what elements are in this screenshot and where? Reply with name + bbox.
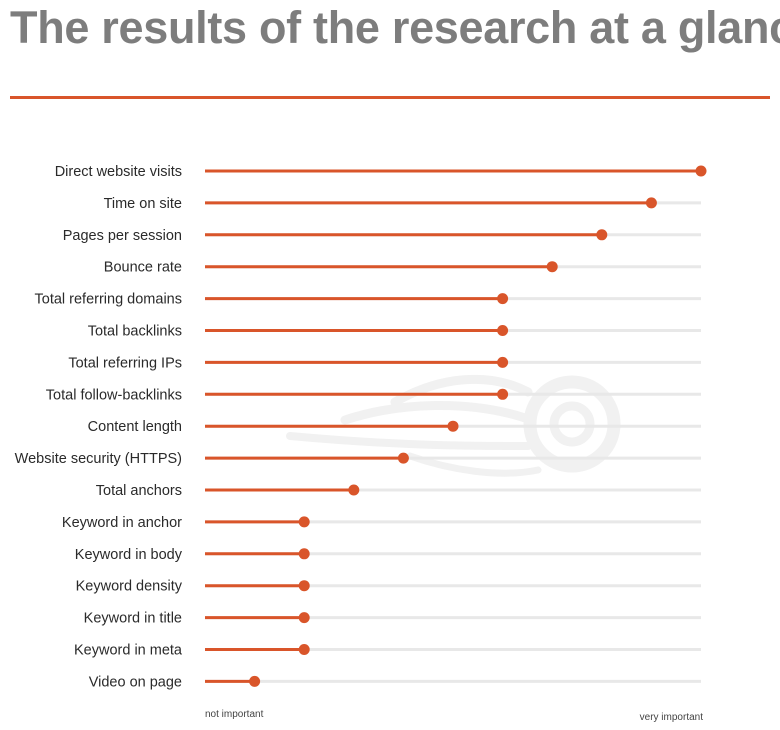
title-divider [10,96,770,99]
value-point [348,484,360,496]
axis-max-label: very important [640,712,704,723]
category-label: Total referring domains [35,292,183,308]
value-point [298,644,310,655]
page-title: The results of the research at a glance [10,2,780,53]
category-label: Total anchors [96,483,182,499]
value-point [298,548,310,560]
category-label: Website security (HTTPS) [15,451,182,467]
category-label: Video on page [89,674,182,690]
value-point [497,325,509,336]
category-label: Time on site [104,196,182,212]
category-label: Bounce rate [104,260,182,276]
value-point [298,516,310,528]
category-label: Keyword density [76,579,183,595]
category-label: Content length [88,419,182,435]
value-point [497,293,509,305]
value-point [497,356,509,368]
value-point [695,165,707,177]
axis-min-label: not important [205,709,264,720]
value-point [249,675,261,687]
value-point [397,452,409,464]
category-label: Keyword in meta [74,643,183,659]
value-point [645,197,657,209]
category-label: Keyword in title [84,611,182,627]
value-point [596,229,608,241]
category-label: Keyword in body [75,547,183,563]
chart-rows: Direct website visits Time on site Pages p… [15,164,707,690]
watermark-logo-icon [286,374,621,477]
category-label: Total referring IPs [68,355,182,371]
category-label: Pages per session [63,228,182,244]
value-point [546,261,558,273]
value-point [447,420,459,432]
category-label: Total backlinks [88,324,182,340]
value-point [497,388,509,400]
category-label: Total follow-backlinks [46,387,182,403]
value-point [298,612,310,624]
category-label: Direct website visits [55,164,182,180]
value-point [298,580,310,592]
category-label: Keyword in anchor [62,515,182,531]
